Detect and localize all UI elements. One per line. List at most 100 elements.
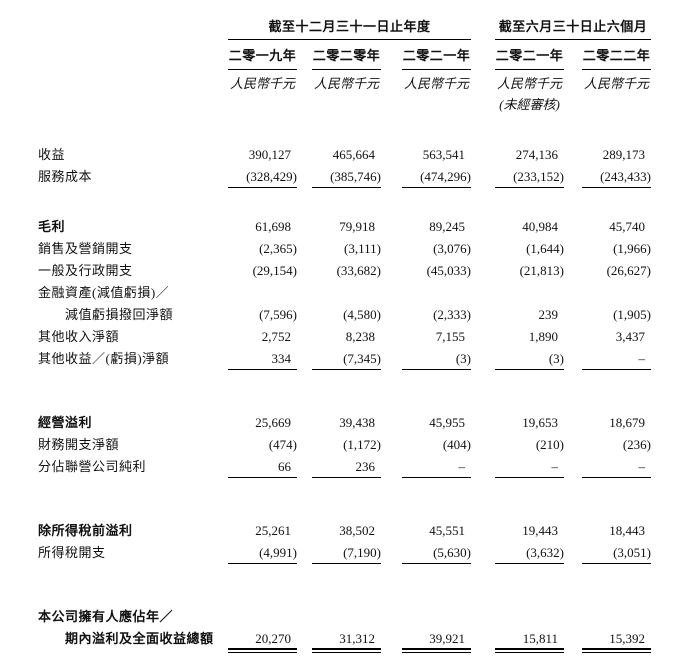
cell-value: 61,698 [255, 219, 291, 234]
cell-value: (2,365) [259, 241, 297, 256]
column-group-annual: 截至十二月三十一日止年度 [228, 12, 471, 40]
row-label: 金融資產(減值虧損)／ [38, 285, 170, 300]
cell-value: (4,580) [343, 307, 381, 322]
cell-value: 274,136 [515, 147, 558, 162]
cell-value: 89,245 [429, 219, 465, 234]
cell-value: (45,033) [426, 263, 471, 278]
cell-value [582, 282, 651, 304]
cell-value: 563,541 [422, 147, 465, 162]
row-label: 一般及行政開支 [38, 263, 133, 278]
row-label: 其他收益／(虧損)淨額 [38, 351, 170, 366]
cell-value: 236 [312, 456, 381, 478]
cell-value: (3) [495, 348, 564, 370]
row-label: 收益 [38, 147, 66, 162]
row-label: 分佔聯營公司純利 [38, 459, 147, 474]
spacer-row [38, 564, 651, 606]
spacer-row [38, 370, 651, 412]
cell-value: (1,966) [613, 241, 651, 256]
unit-label: 人民幣千元 [496, 76, 562, 91]
row-label: 除所得稅前溢利 [38, 523, 133, 538]
cell-value: 20,270 [228, 628, 297, 653]
row-label: 其他收入淨額 [38, 329, 120, 344]
cell-value: 45,955 [429, 415, 465, 430]
cell-value: 8,238 [345, 329, 375, 344]
column-header-interim-2021: 二零二一年 [495, 40, 564, 70]
cell-value: 7,155 [435, 329, 465, 344]
cell-value: (474) [268, 437, 297, 452]
cell-value: (236) [622, 437, 651, 452]
cell-value: (29,154) [252, 263, 297, 278]
cell-value: (243,433) [582, 166, 651, 188]
cell-value: (26,627) [606, 263, 651, 278]
cell-value [312, 282, 381, 304]
row-label: 經營溢利 [38, 415, 93, 430]
unit-label: 人民幣千元 [583, 76, 649, 91]
row-label: 減值虧損撥回淨額 [65, 307, 174, 322]
cell-value: (7,190) [312, 542, 381, 564]
cell-value: (404) [442, 437, 471, 452]
column-header-year-2021: 二零二一年 [402, 40, 471, 70]
unit-label: 人民幣千元 [229, 76, 295, 91]
column-group-interim: 截至六月三十日止六個月 [495, 12, 651, 40]
cell-value: (3) [402, 348, 471, 370]
cell-value: 3,437 [615, 329, 645, 344]
cell-value: 334 [228, 348, 297, 370]
column-header-interim-2022: 二零二二年 [582, 40, 651, 70]
cell-value: 18,679 [609, 415, 645, 430]
cell-value: 45,740 [609, 219, 645, 234]
cell-value: (3,051) [582, 542, 651, 564]
cell-value: 40,984 [522, 219, 558, 234]
cell-value: 25,261 [255, 523, 291, 538]
cell-value: 390,127 [248, 147, 291, 162]
cell-value: 19,443 [522, 523, 558, 538]
cell-value: (2,333) [433, 307, 471, 322]
cell-value: (7,345) [312, 348, 381, 370]
cell-value: 31,312 [312, 628, 381, 653]
unit-label: 人民幣千元 [403, 76, 469, 91]
cell-value: 239 [538, 307, 559, 322]
cell-value: (233,152) [495, 166, 564, 188]
cell-value [582, 606, 651, 628]
cell-value: 25,669 [255, 415, 291, 430]
cell-value: (5,630) [402, 542, 471, 564]
cell-value: (1,905) [613, 307, 651, 322]
cell-value: (21,813) [519, 263, 564, 278]
cell-value: – [582, 348, 651, 370]
row-label: 本公司擁有人應佔年／ [38, 609, 174, 624]
unit-label: 人民幣千元 [313, 76, 379, 91]
spacer-row [38, 116, 651, 144]
cell-value: 66 [228, 456, 297, 478]
cell-value: (385,746) [312, 166, 381, 188]
cell-value: 39,921 [402, 628, 471, 653]
cell-value: (3,111) [344, 241, 381, 256]
cell-value: (210) [535, 437, 564, 452]
row-label: 銷售及營銷開支 [38, 241, 133, 256]
spacer-row [38, 188, 651, 216]
cell-value: 465,664 [332, 147, 375, 162]
cell-value: (1,644) [526, 241, 564, 256]
cell-value [495, 282, 564, 304]
cell-value: (33,682) [336, 263, 381, 278]
cell-value: 45,551 [429, 523, 465, 538]
cell-value: (4,991) [228, 542, 297, 564]
cell-value: – [582, 456, 651, 478]
row-label: 財務開支淨額 [38, 437, 120, 452]
cell-value: (7,596) [259, 307, 297, 322]
spacer-row [38, 478, 651, 520]
cell-value: 79,918 [339, 219, 375, 234]
cell-value: 18,443 [609, 523, 645, 538]
cell-value [228, 282, 297, 304]
cell-value [495, 606, 564, 628]
cell-value: (1,172) [343, 437, 381, 452]
row-label: 毛利 [38, 219, 66, 234]
row-label: 所得稅開支 [38, 545, 106, 560]
cell-value [228, 606, 297, 628]
row-label: 服務成本 [38, 169, 93, 184]
cell-value [312, 606, 381, 628]
unaudited-note: (未經審核) [499, 97, 560, 112]
cell-value: (3,632) [495, 542, 564, 564]
cell-value: 39,438 [339, 415, 375, 430]
cell-value: 15,811 [495, 628, 564, 653]
row-label: 期內溢利及全面收益總額 [65, 631, 214, 646]
